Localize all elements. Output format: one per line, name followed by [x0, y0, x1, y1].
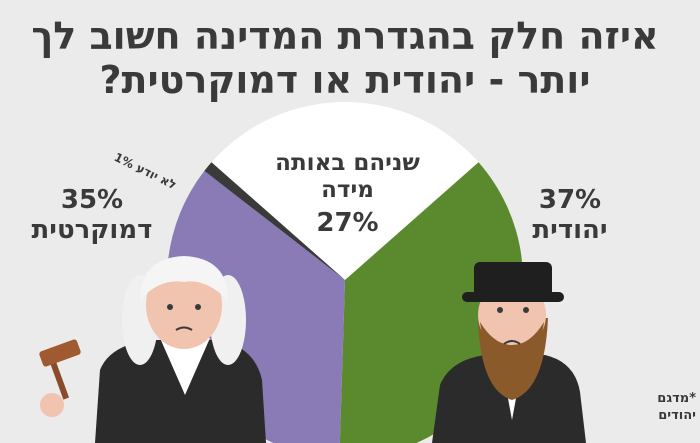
label-both-value: 27%: [316, 208, 379, 238]
judge-wig-top: [140, 256, 228, 300]
judge-eye-left: [167, 304, 173, 310]
judge-eye-right: [195, 304, 201, 310]
judge-collar: [160, 338, 210, 395]
label-both-name: שניהם באותה מידה: [275, 150, 420, 203]
label-democratic-name: דמוקרטית: [31, 215, 153, 245]
man-eye-left: [497, 307, 503, 313]
footnote: *מדגם יהודים: [657, 391, 696, 423]
orthodox-man-illustration: [432, 262, 586, 443]
pie-slice-both: [211, 101, 479, 281]
man-hat-crown: [474, 262, 552, 298]
pie-slice-dont-know: [204, 162, 345, 280]
man-mouth: [503, 340, 521, 345]
man-eye-right: [523, 307, 529, 313]
chart-title: איזה חלק בהגדרת המדינה חשוב לך יותר - יה…: [31, 14, 659, 102]
man-hat-brim: [462, 292, 564, 302]
judge-illustration: [39, 256, 266, 443]
label-jewish: 37% יהודית: [515, 185, 625, 245]
judge-mouth: [175, 326, 193, 331]
label-democratic: 35% דמוקרטית: [22, 185, 162, 245]
man-beard-lower: [480, 322, 544, 378]
judge-robe: [95, 340, 266, 443]
label-jewish-name: יהודית: [532, 215, 608, 245]
gavel-head: [39, 339, 81, 367]
judge-hand: [40, 393, 64, 417]
label-both: שניהם באותה מידה 27%: [245, 150, 450, 238]
label-democratic-value: 35%: [60, 185, 124, 215]
label-jewish-value: 37%: [538, 185, 602, 215]
